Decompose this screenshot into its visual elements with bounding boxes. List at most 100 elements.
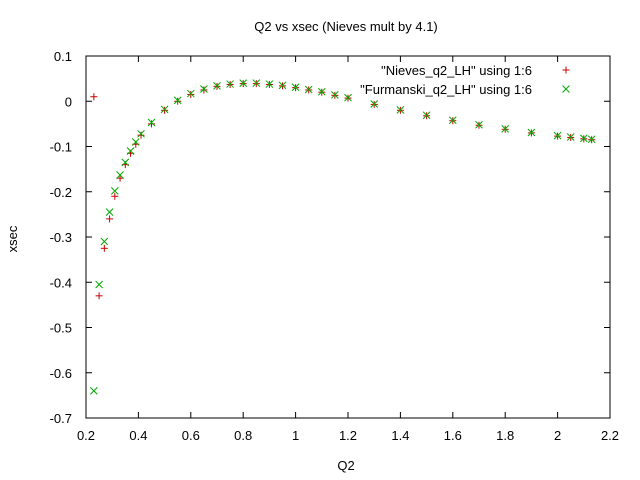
y-tick-label: -0.7 (50, 411, 72, 426)
data-point (116, 171, 124, 179)
data-point (106, 215, 114, 223)
y-tick-label: -0.5 (50, 321, 72, 336)
data-point (331, 91, 339, 99)
marker-stroke (278, 81, 287, 90)
data-point (126, 147, 135, 155)
data-point (304, 85, 313, 94)
marker-stroke (239, 79, 248, 88)
marker-stroke (100, 237, 109, 246)
data-point (566, 133, 575, 141)
x-tick-label: 1.8 (496, 428, 514, 443)
data-point (278, 81, 287, 90)
marker-stroke (252, 79, 261, 88)
marker-stroke (160, 105, 169, 114)
marker-stroke (121, 158, 130, 167)
data-point (448, 116, 457, 125)
x-tick-label: 0.2 (77, 428, 95, 443)
legend-label: "Furmanski_q2_LH" using 1:6 (360, 82, 532, 97)
y-tick-label: -0.1 (50, 140, 72, 155)
marker-stroke (226, 80, 234, 88)
data-point (252, 79, 261, 88)
y-tick-label: 0.1 (54, 49, 72, 64)
data-point (173, 96, 182, 105)
y-tick-label: -0.6 (50, 366, 72, 381)
marker-stroke (137, 129, 145, 138)
data-point (161, 106, 169, 114)
marker-stroke (200, 85, 208, 93)
data-point (100, 244, 108, 252)
data-point (553, 131, 562, 140)
data-point (226, 80, 234, 88)
data-point (200, 86, 208, 94)
data-point (100, 237, 109, 246)
data-point (116, 174, 124, 182)
data-point (265, 80, 274, 88)
data-point (317, 87, 326, 96)
data-point (587, 135, 596, 144)
marker-stroke (562, 85, 570, 93)
marker-stroke (265, 80, 274, 88)
marker-stroke (370, 100, 379, 108)
data-point (137, 129, 145, 138)
x-tick-label: 1.2 (339, 428, 357, 443)
data-point (95, 292, 103, 300)
data-point (475, 120, 483, 129)
data-point (121, 158, 130, 167)
marker-stroke (291, 83, 300, 92)
x-tick-label: 2 (554, 428, 561, 443)
data-point (396, 105, 405, 114)
marker-stroke (331, 91, 339, 99)
data-point (422, 111, 431, 120)
marker-stroke (304, 85, 313, 94)
marker-stroke (147, 118, 156, 127)
marker-stroke (501, 124, 510, 133)
marker-stroke (553, 131, 562, 140)
x-tick-label: 2.2 (601, 428, 619, 443)
data-point (147, 118, 156, 127)
x-tick-label: 1.4 (391, 428, 409, 443)
chart-title: Q2 vs xsec (Nieves mult by 4.1) (254, 19, 438, 34)
data-point (110, 186, 119, 195)
legend-label: "Nieves_q2_LH" using 1:6 (381, 63, 532, 78)
data-point (187, 90, 195, 98)
marker-stroke (587, 135, 596, 144)
marker-stroke (126, 147, 135, 155)
marker-stroke (90, 386, 98, 395)
x-tick-label: 1 (292, 428, 299, 443)
y-tick-label: -0.3 (50, 230, 72, 245)
x-tick-label: 0.8 (234, 428, 252, 443)
marker-stroke (344, 93, 352, 102)
data-point (344, 93, 352, 102)
x-tick-label: 0.4 (129, 428, 147, 443)
y-axis-label: xsec (5, 225, 20, 252)
data-point (131, 138, 140, 146)
data-point (501, 124, 510, 133)
legend-marker (562, 85, 570, 93)
marker-stroke (396, 105, 405, 114)
data-point (111, 192, 119, 200)
x-tick-label: 0.6 (182, 428, 200, 443)
marker-stroke (116, 171, 124, 179)
marker-stroke (317, 87, 326, 96)
data-point (239, 79, 248, 88)
data-point (527, 128, 536, 137)
marker-stroke (527, 128, 536, 137)
marker-stroke (422, 111, 431, 120)
data-point (200, 85, 208, 93)
data-point (148, 120, 155, 128)
marker-stroke (566, 133, 575, 141)
series-nieves (90, 80, 596, 300)
data-point (105, 208, 114, 216)
data-point (186, 89, 195, 98)
marker-stroke (110, 186, 119, 195)
legend-marker (562, 66, 570, 74)
y-tick-label: 0 (65, 94, 72, 109)
x-tick-label: 1.6 (444, 428, 462, 443)
marker-stroke (105, 208, 114, 216)
marker-stroke (579, 134, 588, 143)
marker-stroke (173, 96, 182, 105)
data-point (213, 82, 221, 90)
y-tick-label: -0.4 (50, 275, 72, 290)
x-axis-label: Q2 (337, 458, 354, 473)
